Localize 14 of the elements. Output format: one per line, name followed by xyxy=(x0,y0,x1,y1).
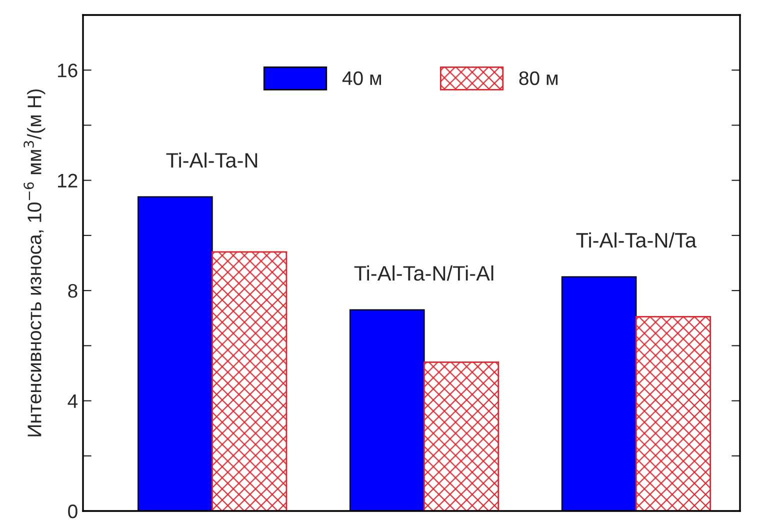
bar xyxy=(424,362,500,511)
y-tick-label: 12 xyxy=(58,174,78,188)
y-axis-title: Интенсивность износа, 10$^{−6}$ мм$^{3}$/(м Н) xyxy=(24,89,46,436)
y-tick-label: 0 xyxy=(68,504,78,518)
legend-label: 40 м xyxy=(342,71,381,86)
annotation: Ti-Al-Ta-N xyxy=(166,152,258,168)
y-tick-label: 4 xyxy=(68,394,78,408)
y-tick-label: 8 xyxy=(68,284,78,298)
legend-label: 80 м xyxy=(519,71,558,86)
annotation: Ti-Al-Ta-N/Ti-Al xyxy=(354,265,494,281)
bar xyxy=(212,251,288,511)
bar xyxy=(635,316,712,511)
y-tick-label: 16 xyxy=(58,64,78,78)
annotation: Ti-Al-Ta-N/Ta xyxy=(576,232,697,248)
